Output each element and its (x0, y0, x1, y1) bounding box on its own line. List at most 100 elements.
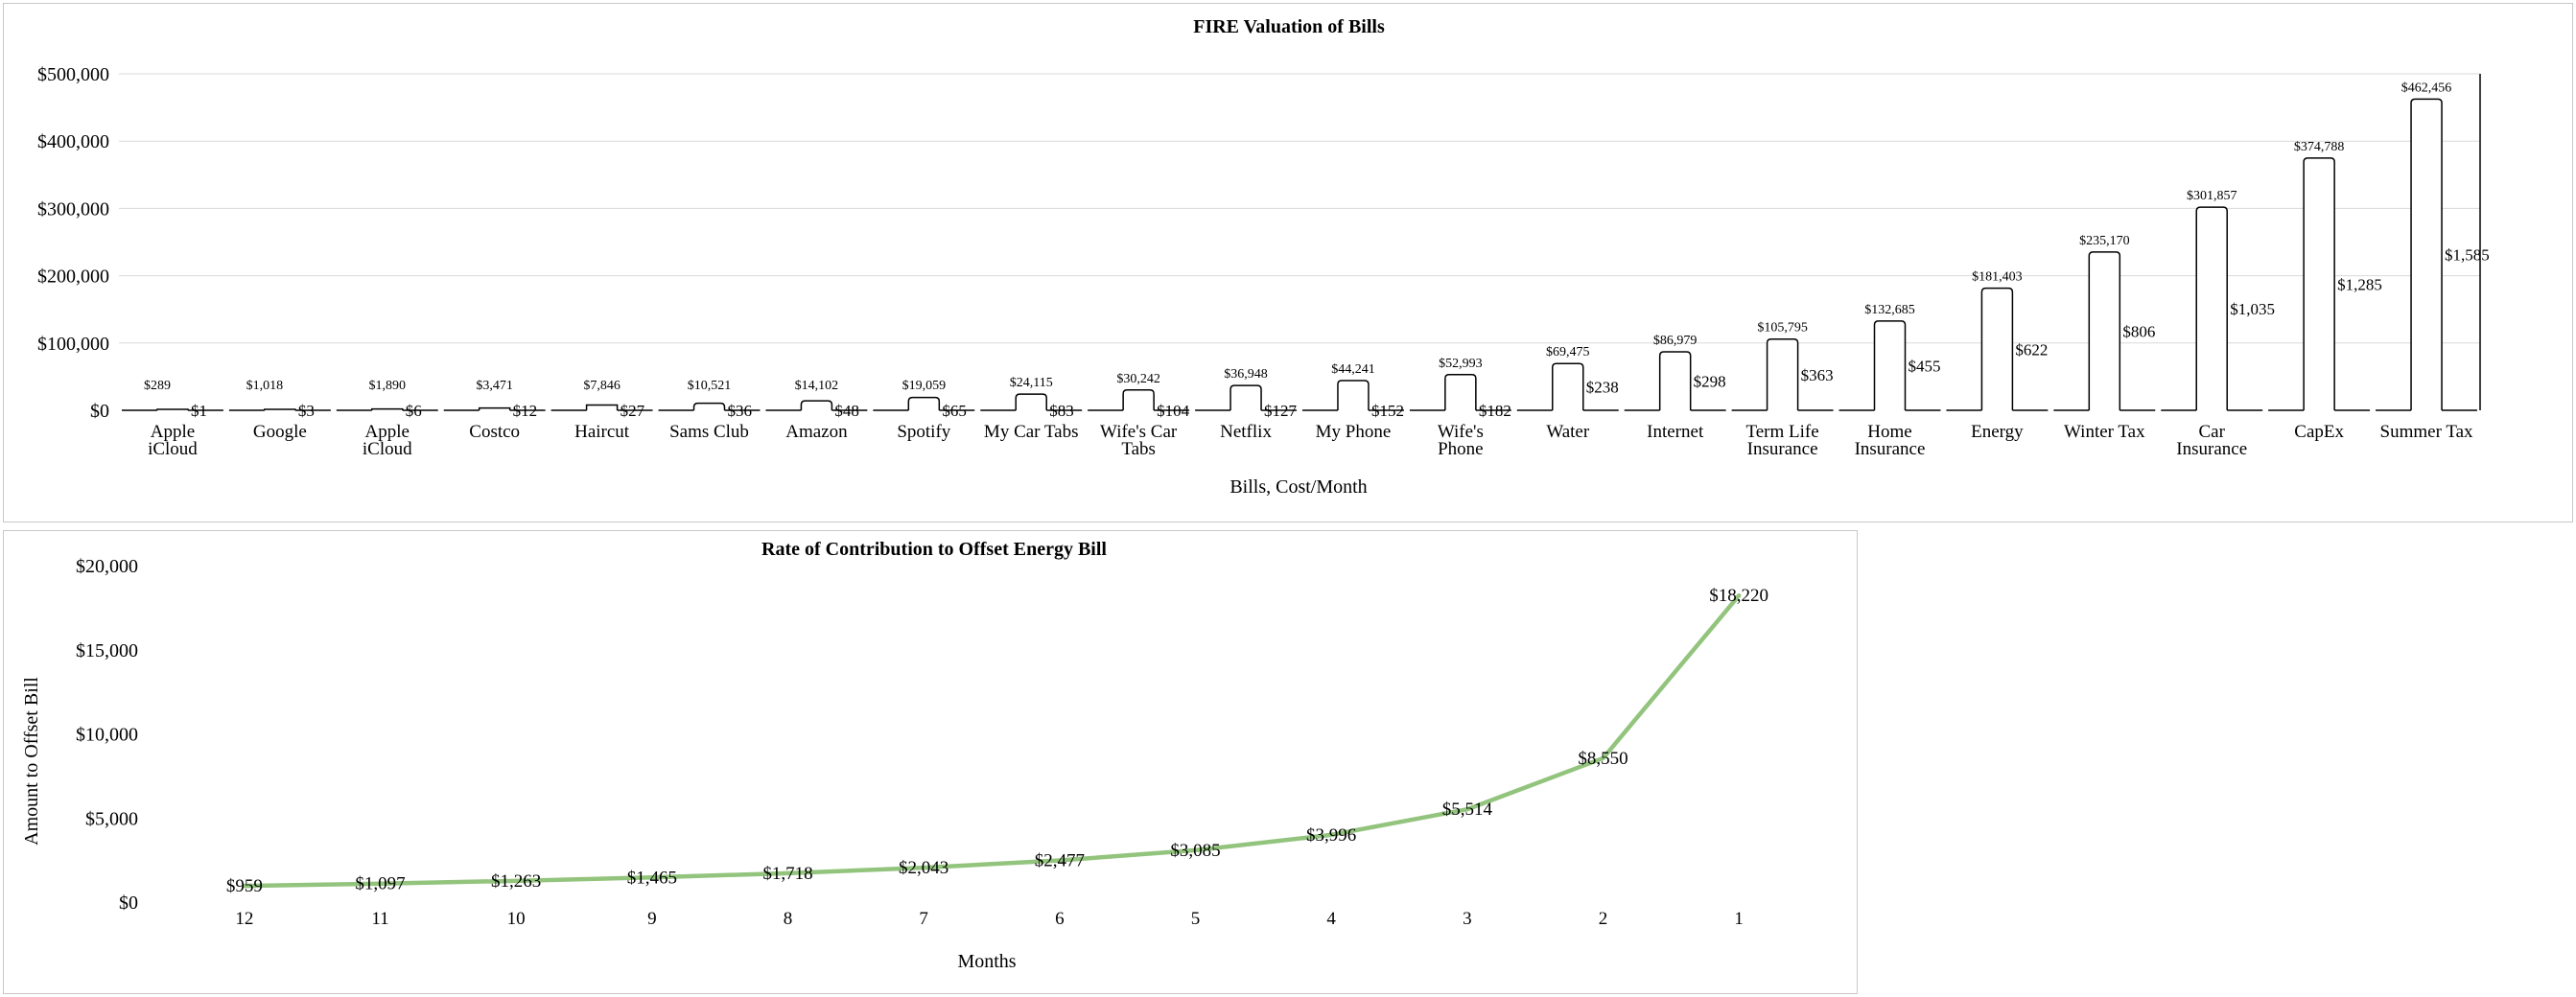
y-tick-label: $100,000 (37, 334, 109, 355)
category-label: Winter Tax (2064, 422, 2145, 442)
category-label: Water (1546, 422, 1590, 442)
x-axis-label: Months (957, 951, 1016, 972)
valuation-label: $7,846 (583, 379, 621, 393)
point-label: $2,043 (899, 858, 948, 878)
x-axis-label: Bills, Cost/Month (1229, 476, 1367, 498)
valuation-bar (371, 407, 404, 410)
point-label: $1,718 (762, 864, 812, 884)
cost-label: $806 (2122, 322, 2155, 340)
category-label: Term Life Insurance (1745, 422, 1818, 459)
y-tick-label: $20,000 (76, 556, 138, 577)
cost-label: $12 (513, 402, 538, 420)
cost-label: $152 (1371, 402, 1404, 420)
point-label: $1,263 (491, 871, 541, 892)
cost-label: $104 (1157, 402, 1190, 420)
valuation-bar (264, 408, 296, 410)
chart-title: Rate of Contribution to Offset Energy Bi… (761, 539, 1107, 560)
valuation-label: $235,170 (2079, 234, 2130, 248)
valuation-bar (1873, 320, 1907, 410)
x-tick-label: 11 (371, 909, 388, 929)
category-label: Apple iCloud (363, 422, 412, 459)
cost-label: $182 (1479, 402, 1511, 420)
cost-label: $1,035 (2230, 300, 2275, 318)
valuation-label: $36,948 (1224, 367, 1268, 382)
category-label: Sams Club (669, 422, 749, 442)
category-label: My Car Tabs (984, 422, 1079, 442)
valuation-bar (2088, 251, 2121, 410)
valuation-label: $1,018 (246, 379, 284, 393)
fire-valuation-svg: FIRE Valuation of Bills $0 $100,000 $200,0… (37, 16, 2490, 498)
y-tick-label: $500,000 (37, 64, 109, 85)
valuation-bar (2195, 206, 2228, 410)
category-label: Apple iCloud (148, 422, 198, 459)
x-tick-label: 3 (1463, 909, 1472, 929)
valuation-label: $44,241 (1331, 362, 1375, 377)
x-tick-label: 7 (919, 909, 928, 929)
valuation-label: $181,403 (1972, 270, 2023, 285)
cost-label: $1,285 (2337, 275, 2382, 293)
category-label: CapEx (2294, 422, 2344, 442)
x-tick-label: 6 (1055, 909, 1065, 929)
valuation-bar (2410, 98, 2443, 410)
category-label: Summer Tax (2380, 422, 2474, 442)
valuation-label: $19,059 (902, 379, 947, 393)
x-tick-label: 5 (1191, 909, 1201, 929)
cost-label: $65 (942, 402, 967, 420)
point-label: $8,550 (1578, 749, 1628, 769)
valuation-label: $462,456 (2401, 81, 2452, 95)
x-tick-label: 1 (1734, 909, 1744, 929)
point-label: $5,514 (1442, 800, 1493, 820)
fire-valuation-chart: FIRE Valuation of Bills $0 $100,000 $200,0… (3, 3, 2573, 522)
x-tick-label: 10 (507, 909, 526, 929)
valuation-bar (692, 402, 726, 410)
cost-label: $3 (298, 402, 315, 420)
y-tick-label: $400,000 (37, 131, 109, 152)
cost-label: $298 (1694, 372, 1726, 390)
valuation-bar (1229, 384, 1262, 410)
valuation-label: $301,857 (2187, 189, 2237, 203)
cost-label: $363 (1801, 366, 1834, 384)
y-tick-label: $300,000 (37, 198, 109, 220)
category-label: Home Insurance (1855, 422, 1926, 459)
valuation-bar (1337, 380, 1370, 410)
valuation-bar (1766, 337, 1799, 410)
cost-label: $27 (621, 402, 645, 420)
valuation-bar (1552, 362, 1584, 410)
category-label: Energy (1971, 422, 2024, 442)
valuation-bar (585, 404, 619, 410)
valuation-bar (156, 408, 189, 410)
point-label: $18,220 (1709, 586, 1768, 606)
offset-series-line (242, 592, 1742, 889)
point-label: $959 (226, 876, 263, 896)
valuation-label: $3,471 (476, 379, 513, 393)
x-tick-label: 12 (235, 909, 253, 929)
valuation-bar (1015, 393, 1047, 410)
y-tick-label: $5,000 (85, 808, 138, 829)
valuation-label: $374,788 (2294, 140, 2345, 154)
category-label: Wife's Car Tabs (1100, 422, 1178, 459)
valuation-bar (1980, 287, 2014, 410)
valuation-label: $69,475 (1546, 345, 1590, 359)
point-label: $1,097 (355, 874, 405, 894)
cost-label: $1 (191, 402, 207, 420)
point-label: $3,085 (1170, 841, 1220, 861)
x-tick-label: 2 (1599, 909, 1608, 929)
category-label: Internet (1647, 422, 1704, 442)
valuation-label: $105,795 (1757, 321, 1808, 336)
valuation-label: $289 (144, 379, 171, 393)
y-axis-label: Amount to Offset Bill (21, 677, 42, 846)
valuation-bar (1444, 374, 1477, 410)
valuation-label: $132,685 (1864, 303, 1915, 317)
valuation-label: $24,115 (1010, 376, 1053, 390)
point-label: $2,477 (1035, 851, 1085, 871)
valuation-bar (478, 406, 511, 410)
valuation-label: $30,242 (1116, 372, 1160, 386)
valuation-label: $1,890 (369, 379, 407, 393)
energy-offset-svg: Rate of Contribution to Offset Energy Bi… (21, 539, 1768, 972)
y-tick-label: $0 (119, 893, 138, 914)
cost-label: $455 (1909, 357, 1941, 375)
category-label: My Phone (1316, 422, 1392, 442)
y-tick-label: $10,000 (76, 725, 138, 746)
cost-label: $83 (1049, 402, 1074, 420)
cost-label: $622 (2015, 340, 2048, 359)
